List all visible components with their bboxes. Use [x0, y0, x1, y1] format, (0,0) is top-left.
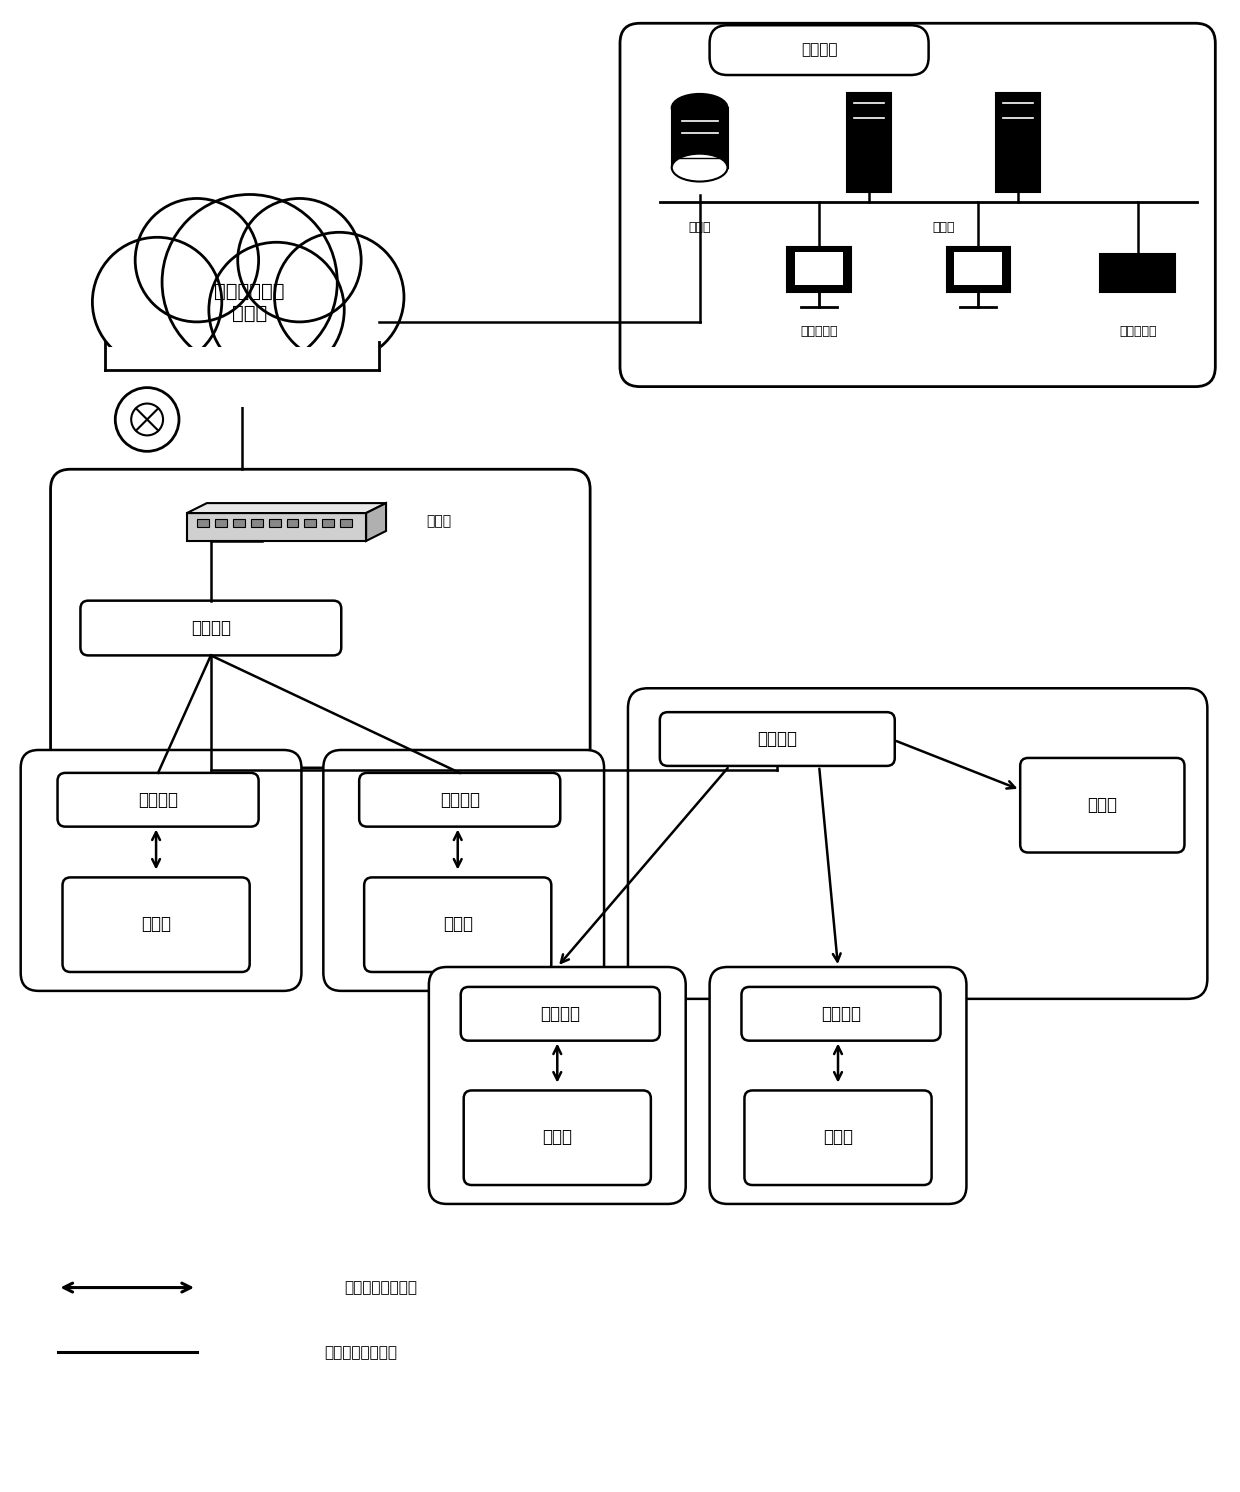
Bar	[286, 519, 299, 527]
Bar	[233, 519, 244, 527]
FancyBboxPatch shape	[742, 986, 941, 1041]
Text: 集中器: 集中器	[1086, 795, 1117, 813]
Text: 交换机: 交换机	[425, 515, 451, 528]
Text: 从载波机: 从载波机	[758, 730, 797, 747]
Text: 集中器: 集中器	[443, 915, 472, 932]
Circle shape	[208, 242, 345, 377]
Bar	[197, 519, 208, 527]
Text: 从载波机: 从载波机	[138, 791, 179, 809]
Circle shape	[92, 237, 222, 367]
Bar	[305, 519, 316, 527]
Polygon shape	[366, 503, 386, 542]
Text: 从载波机: 从载波机	[821, 1004, 861, 1024]
Bar	[955, 252, 1002, 285]
Text: 从载波机: 从载波机	[541, 1004, 580, 1024]
Bar	[672, 107, 728, 167]
FancyBboxPatch shape	[744, 1091, 931, 1185]
Bar	[1100, 254, 1174, 292]
Circle shape	[133, 404, 162, 434]
FancyBboxPatch shape	[324, 750, 604, 991]
Bar	[847, 93, 890, 192]
Text: 配网光纤通信
骨干网: 配网光纤通信 骨干网	[215, 282, 285, 322]
Bar	[269, 519, 280, 527]
Bar	[322, 519, 335, 527]
Circle shape	[274, 233, 404, 361]
FancyBboxPatch shape	[57, 773, 259, 827]
Text: 操作工作站: 操作工作站	[800, 325, 838, 339]
Text: 服务器: 服务器	[932, 221, 955, 234]
Text: 集中器: 集中器	[542, 1128, 573, 1146]
FancyBboxPatch shape	[660, 712, 895, 765]
FancyBboxPatch shape	[62, 877, 249, 971]
Polygon shape	[187, 503, 386, 513]
FancyBboxPatch shape	[1021, 758, 1184, 852]
Bar	[795, 252, 843, 285]
Bar	[996, 93, 1040, 192]
FancyBboxPatch shape	[627, 688, 1208, 998]
Bar	[250, 519, 263, 527]
Bar	[103, 346, 381, 406]
FancyBboxPatch shape	[51, 470, 590, 768]
FancyBboxPatch shape	[461, 986, 660, 1041]
Text: 集中器: 集中器	[823, 1128, 853, 1146]
FancyBboxPatch shape	[21, 750, 301, 991]
Text: 控制中心: 控制中心	[801, 43, 837, 58]
Circle shape	[162, 194, 337, 370]
Bar	[215, 519, 227, 527]
Bar	[787, 248, 851, 292]
Ellipse shape	[672, 94, 728, 122]
FancyBboxPatch shape	[360, 773, 560, 827]
Circle shape	[135, 198, 259, 322]
Text: 以太网连接接口：: 以太网连接接口：	[345, 1280, 418, 1295]
Text: 从载波机: 从载波机	[440, 791, 480, 809]
FancyBboxPatch shape	[365, 877, 552, 971]
FancyBboxPatch shape	[709, 25, 929, 75]
Text: 电力线载波通连接: 电力线载波通连接	[325, 1344, 398, 1359]
FancyBboxPatch shape	[620, 24, 1215, 386]
Bar	[340, 519, 352, 527]
Text: 主载波机: 主载波机	[191, 619, 231, 637]
Polygon shape	[187, 513, 366, 542]
FancyBboxPatch shape	[81, 601, 341, 655]
Text: 集中器: 集中器	[141, 915, 171, 932]
Ellipse shape	[672, 154, 728, 182]
FancyBboxPatch shape	[709, 967, 966, 1204]
Text: 采集工作站: 采集工作站	[1118, 325, 1157, 339]
FancyBboxPatch shape	[464, 1091, 651, 1185]
Bar	[946, 248, 1011, 292]
Text: 路由器: 路由器	[688, 221, 711, 234]
Circle shape	[238, 198, 361, 322]
FancyBboxPatch shape	[429, 967, 686, 1204]
